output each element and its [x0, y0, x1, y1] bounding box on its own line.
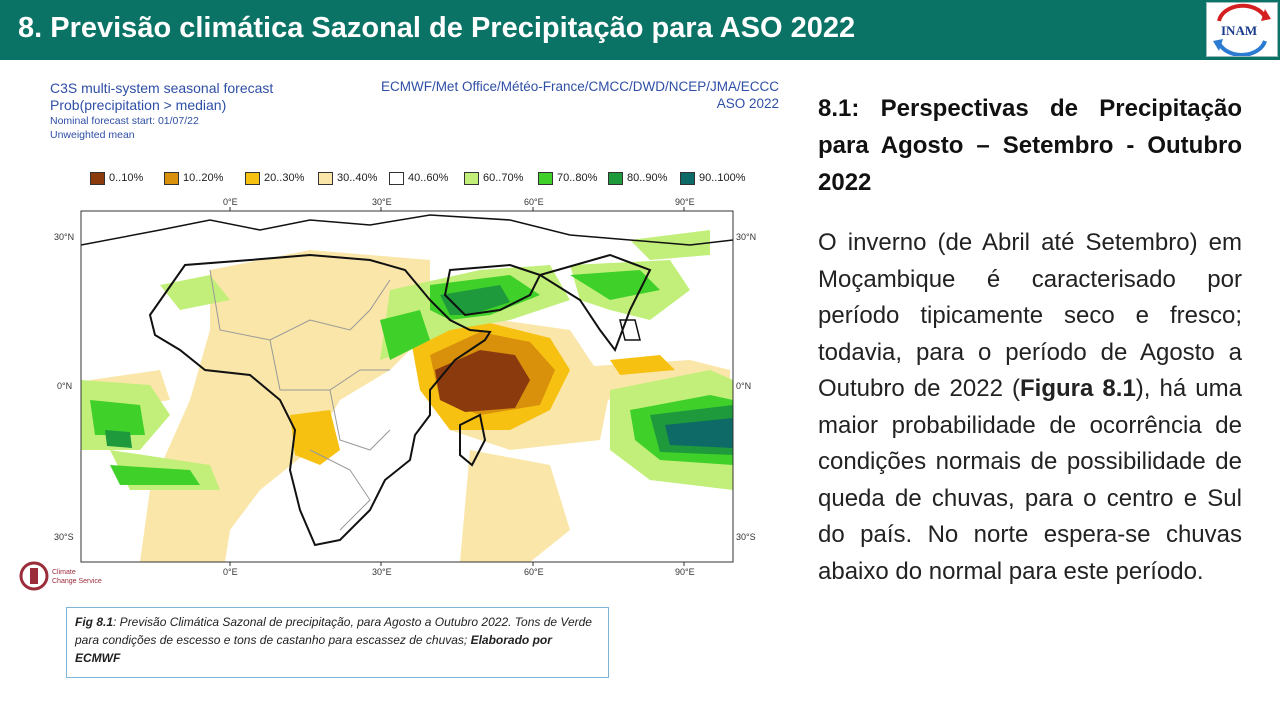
forecast-figure: C3S multi-system seasonal forecast Prob(… — [10, 70, 800, 600]
lon-label-top: 0°E — [223, 197, 238, 207]
lon-label-top: 30°E — [372, 197, 392, 207]
legend-label: 60..70% — [483, 172, 524, 184]
lon-label-bottom: 60°E — [524, 567, 544, 577]
legend-swatch — [538, 172, 553, 185]
legend-swatch — [464, 172, 479, 185]
lon-label-bottom: 30°E — [372, 567, 392, 577]
forecast-subtitle: Prob(precipitation > median) — [50, 97, 227, 113]
forecast-centres-block: ECMWF/Met Office/Météo-France/CMCC/DWD/N… — [324, 78, 779, 112]
section-heading: 8.1: Perspectivas de Precipitação para A… — [818, 95, 1242, 196]
legend-label: 80..90% — [627, 172, 668, 184]
figure-reference: Figura 8.1 — [1020, 375, 1136, 402]
legend-label: 20..30% — [264, 172, 305, 184]
inam-logo-arrows-icon — [1213, 3, 1271, 56]
lat-label-left: 0°N — [57, 381, 72, 391]
climate-logo-icon: Climate Change Service — [19, 561, 102, 591]
forecast-title-block: C3S multi-system seasonal forecast Prob(… — [50, 80, 273, 142]
legend-label: 0..10% — [109, 172, 144, 184]
legend-swatch — [164, 172, 179, 185]
lon-label-bottom: 90°E — [675, 567, 695, 577]
lon-label-top: 90°E — [675, 197, 695, 207]
lat-label-right: 30°N — [736, 232, 756, 242]
forecast-start: Nominal forecast start: 01/07/22 — [50, 115, 199, 127]
climate-logo-line2: Change Service — [52, 578, 102, 585]
forecast-title: C3S multi-system seasonal forecast — [50, 80, 274, 96]
forecast-centres: ECMWF/Met Office/Météo-France/CMCC/DWD/N… — [380, 79, 779, 94]
legend-label: 70..80% — [557, 172, 598, 184]
forecast-weighting: Unweighted mean — [50, 129, 135, 141]
lat-label-left: 30°S — [54, 532, 74, 542]
lon-label-top: 60°E — [524, 197, 544, 207]
legend-swatch — [680, 172, 695, 185]
climate-change-service-logo: Climate Change Service — [16, 560, 116, 601]
legend-swatch — [608, 172, 623, 185]
legend-label: 10..20% — [183, 172, 224, 184]
climate-logo-line1: Climate — [52, 569, 76, 576]
legend-label: 30..40% — [337, 172, 378, 184]
caption-credit: Elaborado por ECMWF — [75, 633, 552, 665]
caption-text: : Previsão Climática Sazonal de precipit… — [75, 615, 592, 647]
header-bar: 8. Previsão climática Sazonal de Precipi… — [0, 0, 1280, 60]
legend-swatch — [389, 172, 404, 185]
legend-swatch — [245, 172, 260, 185]
figure-caption: Fig 8.1: Previsão Climática Sazonal de p… — [66, 607, 609, 678]
body-text-part2: ), há uma maior probabilidade de ocorrên… — [818, 375, 1242, 585]
legend-swatch — [90, 172, 105, 185]
legend-label: 40..60% — [408, 172, 449, 184]
lat-label-right: 0°N — [736, 381, 751, 391]
section-body: O inverno (de Abril até Setembro) em Moç… — [818, 225, 1242, 590]
inam-logo-text: INAM — [1221, 23, 1258, 38]
legend-swatch — [318, 172, 333, 185]
body-text-part1: O inverno (de Abril até Setembro) em Moç… — [818, 229, 1242, 402]
legend-label: 90..100% — [699, 172, 746, 184]
lat-label-right: 30°S — [736, 532, 756, 542]
inam-logo: INAM — [1206, 2, 1278, 57]
forecast-period: ASO 2022 — [716, 96, 779, 111]
page-title: 8. Previsão climática Sazonal de Precipi… — [18, 12, 856, 44]
probability-map: 0°E 30°E 60°E 90°E 0°E 30°E 60°E 90°E 30… — [54, 197, 756, 577]
lon-label-bottom: 0°E — [223, 567, 238, 577]
caption-label: Fig 8.1 — [75, 615, 114, 629]
lat-label-left: 30°N — [54, 232, 74, 242]
